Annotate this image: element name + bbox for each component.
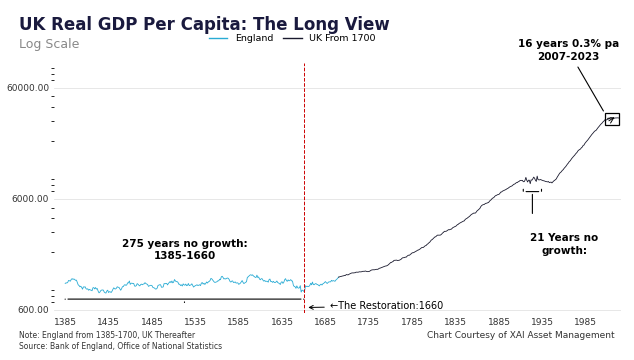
Text: UK Real GDP Per Capita: The Long View: UK Real GDP Per Capita: The Long View <box>19 16 390 34</box>
Legend: England, UK From 1700: England, UK From 1700 <box>205 30 380 47</box>
Text: 16 years 0.3% pa
2007-2023: 16 years 0.3% pa 2007-2023 <box>518 40 619 111</box>
Text: Chart Courtesy of XAI Asset Management: Chart Courtesy of XAI Asset Management <box>427 331 615 340</box>
Text: Log Scale: Log Scale <box>19 38 79 51</box>
Text: 21 Years no
growth:: 21 Years no growth: <box>530 234 598 256</box>
Text: Note: England from 1385-1700, UK Thereafter
Source: Bank of England, Office of N: Note: England from 1385-1700, UK Thereaf… <box>19 331 222 351</box>
Text: 275 years no growth:
1385-1660: 275 years no growth: 1385-1660 <box>122 239 247 261</box>
Text: ←The Restoration:1660: ←The Restoration:1660 <box>309 301 443 311</box>
